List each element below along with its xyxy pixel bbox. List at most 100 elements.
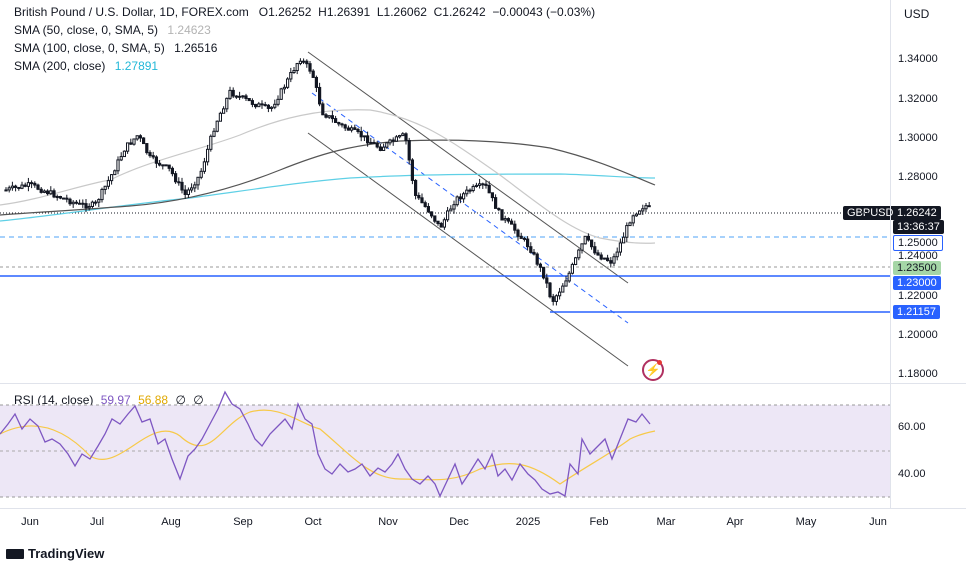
candle-body [609,260,613,264]
candle-body [10,185,15,189]
time-tick: 2025 [515,516,541,528]
rsi-legend[interactable]: RSI (14, close) 59.97 56.88 ∅ ∅ [14,392,204,408]
candle-body [612,256,616,264]
candle-body [468,189,472,192]
candle-body [302,60,306,63]
candle-body [199,170,203,178]
candle-body [417,194,421,199]
candle-body [215,120,219,132]
candle-body [7,187,11,191]
candle-body [378,146,382,151]
last-price-tag: 1.26242 [893,206,941,220]
rsi-empty-2: ∅ [193,393,204,407]
candle-body [23,184,27,187]
candle-body [161,164,165,167]
rsi-chart[interactable] [0,384,890,508]
candle-body [138,135,143,139]
level-tag-4: 1.21157 [893,305,940,319]
time-tick: Apr [726,516,744,528]
candle-body [52,190,56,198]
pane-divider[interactable] [0,383,966,384]
candle-body [350,127,354,131]
price-tick: 1.22000 [898,290,938,302]
rsi-ma-line [0,409,656,485]
sma100-line [0,139,656,216]
currency-label[interactable]: USD [904,7,930,21]
candle-body [196,176,200,186]
rsi-ma-value: 56.88 [138,393,169,407]
candle-body [369,141,373,144]
candle-body [324,114,328,118]
candle-body [135,135,139,140]
indicator-sma100[interactable]: SMA (100, close, 0, SMA, 5) 1.26516 [14,40,217,56]
sma100-label: SMA (100, close, 0, SMA, 5) [14,41,165,55]
candle-body [494,197,498,209]
candle-body [334,118,338,124]
candle-body [618,242,622,253]
candle-body [542,266,546,279]
candle-body [439,223,443,228]
price-tick: 1.30000 [898,132,938,144]
ohlc-open: O1.26252 [258,5,312,19]
sma50-value: 1.24623 [167,23,211,37]
candle-body [266,104,270,109]
candle-body [68,198,72,205]
candle-body [622,236,626,244]
indicator-sma50[interactable]: SMA (50, close, 0, SMA, 5) 1.24623 [14,22,211,38]
candle-body [401,133,405,137]
price-tick: 1.34000 [898,53,938,65]
indicator-sma200[interactable]: SMA (200, close) 1.27891 [14,58,158,74]
candle-body [71,201,75,205]
candle-body [103,185,107,190]
candle-body [308,63,312,72]
time-tick: Aug [161,516,181,528]
sma200-value: 1.27891 [114,59,159,73]
candle-body [39,188,43,193]
candle-body [129,142,133,145]
candle-body [305,60,309,65]
candle-body [327,115,331,118]
candle-body [250,100,255,105]
candle-body [238,95,242,98]
tradingview-logo[interactable]: TradingView [6,546,104,561]
candle-body [359,131,363,138]
time-tick: Sep [233,516,253,528]
candle-body [110,174,114,182]
candle-body [100,188,104,201]
candle-body [231,89,235,97]
candle-body [126,142,130,152]
candle-body [106,180,111,187]
candle-body [241,95,245,98]
flash-icon[interactable]: ⚡ [642,359,664,381]
symbol-title[interactable]: British Pound / U.S. Dollar, 1D, FOREX.c… [14,5,249,19]
candle-body [596,252,600,256]
time-tick: Jun [869,516,887,528]
candle-body [90,201,95,207]
price-chart[interactable] [0,0,890,383]
candle-body [522,237,526,240]
rsi-value: 59.97 [100,393,131,407]
candle-body [202,161,207,172]
candle-body [561,285,565,293]
candle-body [218,112,223,122]
candle-body [506,218,510,222]
candle-body [503,218,507,221]
candle-body [142,137,146,145]
candle-body [599,254,603,260]
candle-body [209,135,213,150]
candle-body [190,187,194,191]
candle-body [442,219,446,228]
candle-body [145,143,149,154]
candle-body [119,156,123,161]
candle-body [423,202,427,208]
candle-body [615,251,619,258]
candle-body [295,63,299,72]
candle-body [548,282,552,298]
candle-body [647,205,651,208]
candle-body [500,209,504,221]
candle-body [641,208,645,212]
price-tick: 1.24000 [898,250,938,262]
candle-body [177,181,181,184]
rsi-line [0,390,651,498]
candle-body [426,206,430,213]
